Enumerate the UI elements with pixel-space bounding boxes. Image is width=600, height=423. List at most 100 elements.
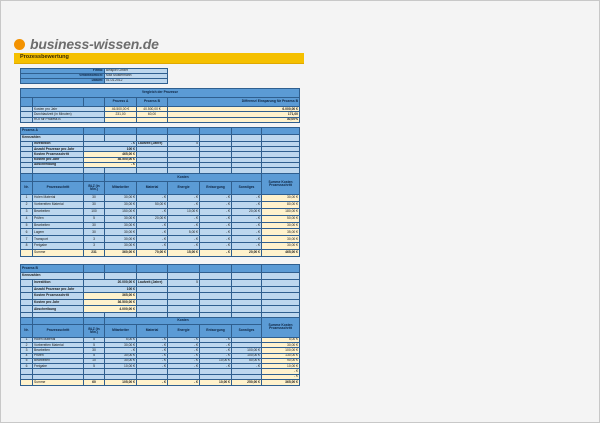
col-prozess-a: Prozess A bbox=[104, 97, 137, 107]
step-mitarbeiter: 30,00 € bbox=[104, 193, 138, 202]
kpi-label: Investition bbox=[31, 279, 85, 287]
total-sonstiges: 20,00 € bbox=[231, 249, 263, 258]
kosten-header: Kosten bbox=[104, 172, 263, 182]
cell bbox=[136, 272, 169, 280]
cell bbox=[167, 272, 201, 280]
energie-header: Energie bbox=[167, 180, 201, 195]
cell bbox=[199, 272, 233, 280]
total-energie: - € bbox=[167, 378, 201, 386]
kennzahlen-row: Kennzahlen bbox=[19, 272, 301, 280]
step-material: - € bbox=[136, 207, 169, 216]
kpi-row: Abschreibung 4.000,00 € bbox=[20, 305, 301, 313]
step-blz: 3 bbox=[83, 242, 106, 251]
cell bbox=[261, 298, 301, 307]
total-mitarbeiter: 105,00 € bbox=[104, 378, 138, 386]
step-row: 5 Bearbeiten 30 30,00 € - € - € - € - €30,00 € bbox=[20, 221, 301, 230]
col-prozess-b: Prozess B bbox=[136, 97, 168, 107]
process-table-b: Prozess B Kennzahlen Investition 20.000,00 … bbox=[19, 264, 301, 386]
logo: business-wissen.de bbox=[30, 36, 159, 52]
cell bbox=[83, 127, 106, 135]
step-name: Bearbeiten bbox=[31, 207, 85, 216]
cell bbox=[261, 134, 301, 142]
kpi-row: Anzahl Prozesse pro Jahr 100 € bbox=[20, 285, 301, 294]
kpi-label: Kosten Prozessschritt bbox=[31, 292, 85, 300]
cell bbox=[136, 264, 169, 273]
step-name: Vorbereiten Material bbox=[31, 200, 85, 209]
row-label: ROI für Prozess B bbox=[32, 116, 105, 123]
process-title: Prozess A bbox=[19, 127, 85, 135]
comparison-row: ROI für Prozess B 30,00% bbox=[20, 116, 301, 123]
cell bbox=[167, 305, 201, 313]
cell bbox=[261, 127, 301, 135]
step-header: Prozessschritt bbox=[31, 180, 85, 195]
cell bbox=[231, 127, 263, 135]
cell bbox=[31, 172, 85, 182]
step-row: 2 Vorbereiten Material 30 30,00 €50,00 € - €… bbox=[20, 200, 301, 209]
section-title-bar: Prozessbewertung bbox=[14, 53, 304, 64]
kosten-header-row: Kosten Summe Kosten Prozessschritt bbox=[20, 172, 301, 195]
step-entsorgung: - € bbox=[199, 193, 233, 202]
step-sonstiges: - € bbox=[231, 221, 263, 230]
step-nr: 4 bbox=[20, 214, 33, 223]
value-diff: 30,00% bbox=[166, 116, 301, 123]
step-energie: - € bbox=[167, 214, 201, 223]
total-material: - € bbox=[136, 378, 169, 386]
total-material: 70,00 € bbox=[136, 249, 169, 258]
total-blz: 231 bbox=[83, 249, 106, 258]
total-row: Summe 60 105,00 € - € - €10,00 €250,00 €365,… bbox=[20, 378, 301, 386]
cell bbox=[20, 172, 33, 182]
step-name: Holen Material bbox=[31, 193, 85, 202]
step-summe: 180,00 € bbox=[261, 207, 301, 216]
blz-header: BLZ (in Min.) bbox=[83, 180, 106, 195]
step-energie: 10,00 € bbox=[167, 207, 201, 216]
step-energie: - € bbox=[167, 221, 201, 230]
cell bbox=[167, 134, 201, 142]
summe-header: Summe Kosten Prozessschritt bbox=[261, 172, 301, 195]
step-sonstiges: 20,00 € bbox=[231, 207, 263, 216]
info-box: Firma: Beispiel GmbH Verantwortlich: Max Mu… bbox=[20, 68, 168, 84]
process-title-row: Prozess B bbox=[19, 264, 301, 273]
step-entsorgung: - € bbox=[199, 228, 233, 237]
step-row: - € bbox=[20, 368, 301, 375]
material-header: Material bbox=[136, 180, 169, 195]
step-summe: 30,00 € bbox=[261, 193, 301, 202]
kpi-row: Kosten pro Jahr 36.500,00 € bbox=[20, 298, 301, 307]
step-energie: - € bbox=[167, 242, 201, 251]
kpi-row: Investition 20.000,00 € Laufzeit (Jahre) 5 bbox=[20, 279, 301, 287]
step-name: Transport bbox=[31, 235, 85, 244]
total-row: Summe 231 360,00 €70,00 €15,00 € - €20,00 €… bbox=[20, 249, 301, 258]
cell bbox=[167, 298, 201, 307]
step-blz: 5 bbox=[83, 214, 106, 223]
cell bbox=[199, 264, 233, 273]
cell bbox=[136, 127, 169, 135]
total-label: Summe bbox=[31, 249, 85, 258]
step-header: Prozessschritt bbox=[31, 323, 85, 338]
material-header: Material bbox=[136, 323, 169, 338]
cell bbox=[231, 264, 263, 273]
cell bbox=[199, 127, 233, 135]
step-summe: 30,00 € bbox=[261, 242, 301, 251]
step-name: Bearbeiten bbox=[31, 221, 85, 230]
step-nr: 3 bbox=[20, 207, 33, 216]
total-energie: 15,00 € bbox=[167, 249, 201, 258]
cell bbox=[20, 292, 33, 300]
kpi-value: 20.000,00 € bbox=[83, 279, 138, 287]
step-summe: 50,00 € bbox=[261, 214, 301, 223]
step-energie: - € bbox=[167, 200, 201, 209]
entsorgung-header: Entsorgung bbox=[199, 323, 233, 338]
cell bbox=[261, 285, 301, 294]
step-entsorgung: - € bbox=[199, 200, 233, 209]
cell bbox=[261, 279, 301, 287]
step-nr: 7 bbox=[20, 235, 33, 244]
step-mitarbeiter: 30,00 € bbox=[104, 228, 138, 237]
cell bbox=[199, 279, 233, 287]
cell bbox=[20, 249, 33, 258]
cell bbox=[261, 292, 301, 300]
step-mitarbeiter: 30,00 € bbox=[104, 214, 138, 223]
cell bbox=[199, 298, 233, 307]
total-entsorgung: 10,00 € bbox=[199, 378, 233, 386]
step-name: Prüfen bbox=[31, 214, 85, 223]
cell bbox=[104, 127, 138, 135]
step-entsorgung: - € bbox=[199, 235, 233, 244]
nr-header: Nr. bbox=[20, 323, 33, 338]
